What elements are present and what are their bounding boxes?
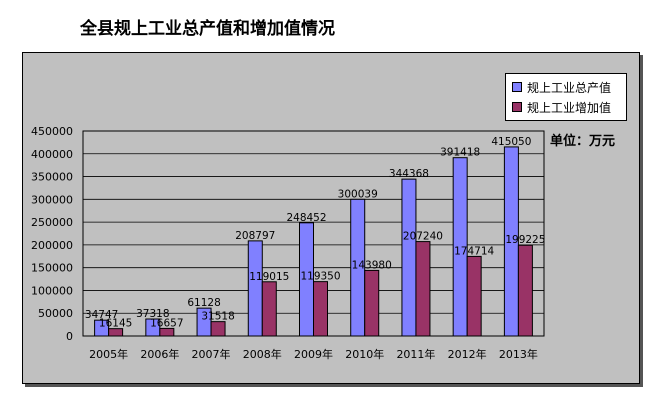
- bar-added-value: [517, 244, 533, 337]
- data-label-output: 415050: [491, 136, 531, 148]
- legend-swatch-added-value: [512, 102, 522, 112]
- data-label-added-value: 207240: [403, 231, 443, 243]
- bar-output: [452, 157, 468, 337]
- y-tick-label: 450000: [31, 125, 73, 138]
- x-tick-label: 2009年: [294, 347, 333, 361]
- legend-item-output: 规上工业总产值: [512, 78, 611, 96]
- bar-added-value: [313, 281, 328, 337]
- bar-added-value: [261, 281, 277, 337]
- data-label-added-value: 16145: [99, 318, 132, 330]
- chart-title: 全县规上工业总产值和增加值情况: [80, 19, 335, 39]
- x-tick-label: 2005年: [89, 347, 128, 361]
- y-tick-label: 0: [66, 330, 73, 343]
- y-tick-label: 350000: [31, 171, 73, 184]
- bar-added-value: [159, 327, 175, 337]
- bar-output: [350, 198, 366, 337]
- data-label-added-value: 143980: [352, 259, 392, 271]
- data-label-output: 208797: [235, 230, 275, 242]
- legend-item-added-value: 规上工业增加值: [512, 98, 611, 116]
- data-label-output: 248452: [286, 212, 326, 224]
- y-tick-label: 250000: [31, 216, 73, 229]
- y-tick-label: 300000: [31, 193, 73, 206]
- y-tick-label: 400000: [31, 148, 73, 161]
- bar-added-value: [108, 328, 124, 337]
- x-tick-label: 2012年: [448, 347, 487, 361]
- data-label-output: 34747: [85, 309, 118, 321]
- bar-output: [94, 319, 110, 337]
- y-tick-label: 150000: [31, 262, 73, 275]
- data-label-added-value: 199225: [505, 234, 545, 246]
- data-label-output: 61128: [187, 297, 220, 309]
- data-label-added-value: 174714: [454, 245, 494, 257]
- y-tick-label: 200000: [31, 239, 73, 252]
- bar-output: [401, 178, 417, 337]
- bar-added-value: [415, 241, 431, 337]
- bar-output: [145, 318, 161, 337]
- x-tick-label: 2006年: [140, 347, 179, 361]
- data-label-added-value: 119015: [249, 271, 289, 283]
- x-tick-label: 2011年: [396, 347, 435, 361]
- bar-output: [503, 146, 519, 337]
- legend-label-output: 规上工业总产值: [527, 80, 612, 95]
- data-label-output: 37318: [136, 308, 169, 320]
- data-label-output: 391418: [440, 147, 480, 159]
- chart-legend: 规上工业总产值 规上工业增加值: [505, 73, 627, 121]
- y-tick-label: 50000: [38, 307, 73, 320]
- unit-label: 单位：万元: [550, 134, 616, 149]
- x-tick-label: 2008年: [243, 347, 282, 361]
- data-label-added-value: 31518: [201, 311, 234, 323]
- data-label-output: 300039: [338, 188, 378, 200]
- x-tick-label: 2010年: [345, 347, 384, 361]
- bar-added-value: [364, 269, 380, 337]
- bar-added-value: [466, 255, 482, 337]
- data-label-added-value: 16657: [150, 317, 183, 329]
- data-label-added-value: 119350: [300, 271, 340, 283]
- data-label-output: 344368: [389, 168, 429, 180]
- bar-added-value: [210, 321, 226, 337]
- legend-swatch-output: [512, 82, 522, 92]
- bar-output: [299, 222, 314, 337]
- legend-label-added-value: 规上工业增加值: [527, 100, 612, 115]
- bar-output: [247, 240, 263, 337]
- y-tick-label: 100000: [31, 284, 73, 297]
- x-tick-label: 2013年: [499, 347, 538, 361]
- x-tick-label: 2007年: [192, 347, 231, 361]
